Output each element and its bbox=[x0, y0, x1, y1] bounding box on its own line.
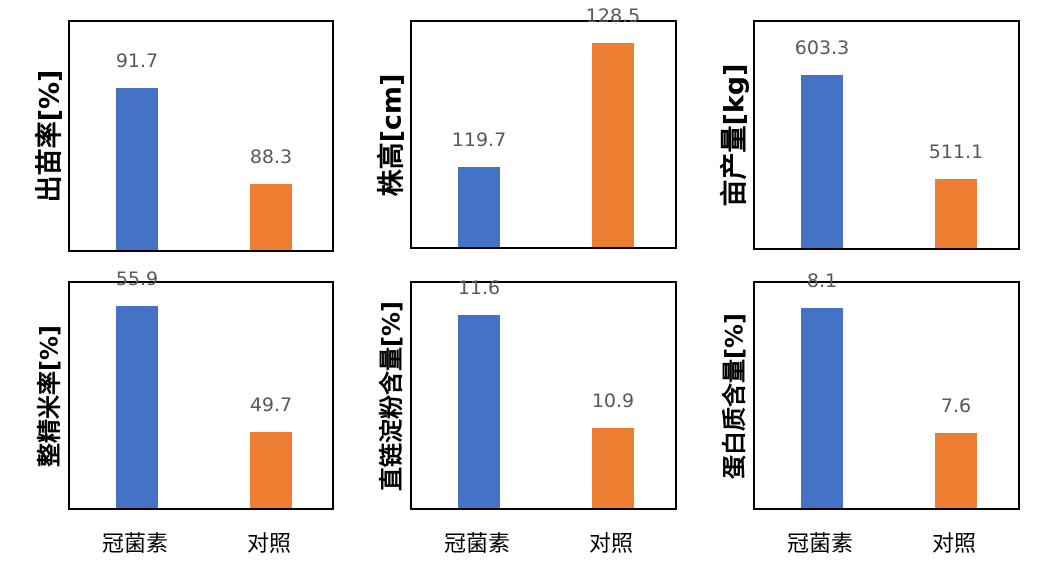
bar-control bbox=[592, 43, 634, 247]
data-label: 88.3 bbox=[249, 146, 293, 169]
chart-panel-1: 91.7 88.3 bbox=[68, 20, 334, 252]
x-tick-label: 冠菌素 bbox=[443, 532, 510, 557]
bar-control bbox=[592, 427, 634, 508]
bar-treatment bbox=[458, 315, 500, 508]
bar-treatment bbox=[458, 166, 500, 247]
chart-panel-4: 55.9 49.7 bbox=[68, 268, 334, 510]
chart-panel-2: 119.7 128.5 bbox=[410, 5, 677, 249]
data-label: 91.7 bbox=[115, 49, 159, 72]
y-axis-label: 蛋白质含量[%] bbox=[720, 312, 749, 479]
y-axis-label: 亩产量[kg] bbox=[719, 63, 751, 207]
data-label: 511.1 bbox=[928, 140, 984, 163]
data-label: 11.6 bbox=[457, 277, 501, 300]
y-axis-label: 株高[cm] bbox=[376, 73, 408, 196]
bar-control bbox=[935, 178, 977, 248]
bar-treatment bbox=[801, 308, 843, 508]
x-tick-label: 对照 bbox=[246, 532, 291, 557]
x-tick-label: 对照 bbox=[931, 532, 976, 557]
data-label: 8.1 bbox=[806, 270, 838, 292]
x-tick-label: 冠菌素 bbox=[101, 532, 168, 557]
bar-treatment bbox=[116, 87, 158, 250]
y-axis-label: 出苗率[%] bbox=[34, 69, 66, 203]
x-tick-label: 冠菌素 bbox=[786, 532, 853, 557]
chart-panel-3: 603.3 511.1 bbox=[753, 20, 1020, 250]
data-label: 49.7 bbox=[249, 394, 293, 417]
chart-panel-6: 8.1 7.6 bbox=[753, 270, 1020, 510]
y-axis-label: 整精米率[%] bbox=[35, 324, 64, 467]
bar-treatment bbox=[801, 74, 843, 248]
x-tick-label: 对照 bbox=[588, 532, 633, 557]
y-axis-label: 直链淀粉含量[%] bbox=[377, 300, 406, 491]
data-label: 10.9 bbox=[591, 389, 635, 412]
data-label: 7.6 bbox=[940, 395, 972, 417]
bar-control bbox=[250, 432, 292, 508]
data-label: 55.9 bbox=[115, 267, 159, 290]
data-label: 128.5 bbox=[585, 5, 641, 28]
bar-control bbox=[935, 433, 977, 508]
chart-panel-5: 11.6 10.9 bbox=[410, 277, 677, 510]
bar-treatment bbox=[116, 305, 158, 508]
bar-control bbox=[250, 184, 292, 250]
data-label: 119.7 bbox=[451, 128, 507, 151]
data-label: 603.3 bbox=[794, 36, 850, 59]
